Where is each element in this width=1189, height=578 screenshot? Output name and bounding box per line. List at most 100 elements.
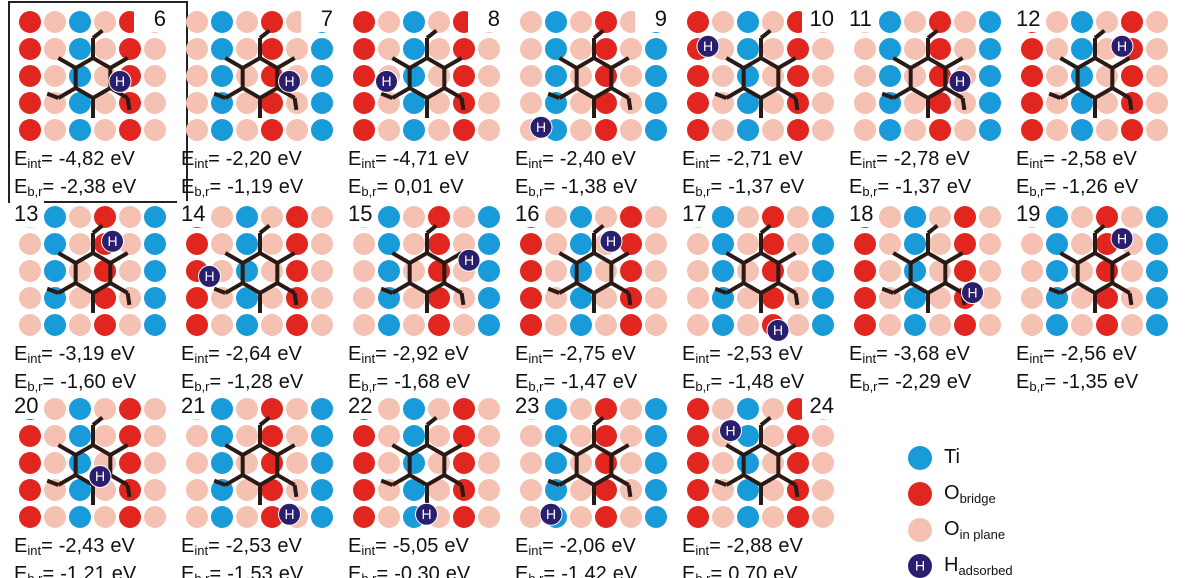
equals: = bbox=[41, 148, 53, 170]
energy-label: Eint=-2,06eV bbox=[515, 535, 636, 558]
atom bbox=[311, 479, 333, 501]
atom bbox=[1071, 38, 1093, 60]
energy-value: -2,56 bbox=[1061, 343, 1107, 365]
bond bbox=[1060, 58, 1077, 68]
atom bbox=[378, 11, 400, 33]
subscript: b,r bbox=[361, 571, 377, 578]
bond bbox=[295, 293, 297, 305]
unit: eV bbox=[112, 563, 137, 578]
bond bbox=[796, 98, 798, 110]
energy-value: -1,21 bbox=[60, 563, 106, 578]
atom bbox=[478, 92, 500, 114]
bond bbox=[761, 31, 770, 38]
bond bbox=[594, 418, 603, 425]
atom bbox=[812, 92, 834, 114]
bond bbox=[225, 445, 242, 455]
atom bbox=[186, 287, 208, 309]
atom bbox=[645, 506, 667, 528]
atom bbox=[19, 314, 41, 336]
atom bbox=[762, 506, 784, 528]
atom bbox=[44, 260, 66, 282]
panel-number: 17 bbox=[682, 201, 706, 226]
symbol: E bbox=[515, 343, 528, 365]
atom bbox=[520, 479, 542, 501]
bond bbox=[427, 226, 436, 233]
atom bbox=[645, 233, 667, 255]
atom bbox=[94, 119, 116, 141]
atom bbox=[687, 398, 709, 420]
atom bbox=[353, 11, 375, 33]
atom bbox=[19, 287, 41, 309]
subscript: int bbox=[528, 156, 542, 171]
h-symbol: H bbox=[204, 268, 214, 284]
atom bbox=[236, 425, 258, 447]
atom bbox=[144, 425, 166, 447]
atom bbox=[211, 425, 233, 447]
equals: = bbox=[1043, 343, 1055, 365]
energy-value: -1,19 bbox=[227, 176, 273, 198]
symbol: E bbox=[348, 176, 361, 198]
unit: eV bbox=[112, 371, 137, 393]
bond bbox=[726, 445, 743, 455]
atom bbox=[311, 506, 333, 528]
atom bbox=[311, 65, 333, 87]
atom bbox=[1046, 65, 1068, 87]
atom bbox=[186, 506, 208, 528]
atom bbox=[620, 233, 642, 255]
atom bbox=[1146, 314, 1168, 336]
energy-label: Eb,r=-1,38eV bbox=[515, 176, 638, 199]
subscript: b,r bbox=[862, 184, 878, 199]
energy-value: -1,47 bbox=[561, 371, 607, 393]
atom bbox=[44, 452, 66, 474]
atom bbox=[787, 206, 809, 228]
atom bbox=[854, 65, 876, 87]
subscript: b,r bbox=[1029, 379, 1045, 394]
atom bbox=[762, 38, 784, 60]
panel-number: 24 bbox=[810, 393, 834, 418]
atom bbox=[286, 398, 308, 420]
legend-main: O bbox=[944, 518, 960, 540]
atom bbox=[1046, 233, 1068, 255]
legend-swatch bbox=[908, 482, 932, 506]
energy-label: Eint=-2,78eV bbox=[849, 148, 970, 171]
atom bbox=[595, 119, 617, 141]
energy-label: Eb,r=-1,68eV bbox=[348, 371, 471, 394]
symbol: E bbox=[1016, 343, 1029, 365]
bond bbox=[462, 293, 464, 305]
atom bbox=[353, 92, 375, 114]
atom bbox=[311, 119, 333, 141]
atom bbox=[1121, 119, 1143, 141]
atom bbox=[211, 314, 233, 336]
atom bbox=[904, 11, 926, 33]
atom bbox=[620, 506, 642, 528]
atom bbox=[737, 398, 759, 420]
bond bbox=[260, 31, 269, 38]
atom bbox=[712, 314, 734, 336]
equals: = bbox=[711, 371, 723, 393]
energy-value: -2,64 bbox=[226, 343, 272, 365]
atom bbox=[1021, 65, 1043, 87]
h-symbol: H bbox=[703, 38, 713, 54]
atom bbox=[687, 11, 709, 33]
bond bbox=[427, 418, 436, 425]
subscript: int bbox=[27, 351, 41, 366]
subscript: b,r bbox=[695, 184, 711, 199]
atom bbox=[595, 314, 617, 336]
atom bbox=[1146, 38, 1168, 60]
atom bbox=[1121, 260, 1143, 282]
atom bbox=[879, 38, 901, 60]
atom bbox=[954, 11, 976, 33]
atom bbox=[186, 92, 208, 114]
atom bbox=[478, 479, 500, 501]
atom bbox=[353, 260, 375, 282]
unit: eV bbox=[279, 563, 304, 578]
atom bbox=[94, 398, 116, 420]
atom bbox=[812, 479, 834, 501]
atom bbox=[854, 92, 876, 114]
bond bbox=[128, 98, 130, 110]
energy-label: Eb,r=-1,48eV bbox=[682, 371, 805, 394]
atom bbox=[787, 119, 809, 141]
symbol: E bbox=[181, 535, 194, 557]
symbol: E bbox=[348, 148, 361, 170]
panel-number: 15 bbox=[348, 201, 372, 226]
